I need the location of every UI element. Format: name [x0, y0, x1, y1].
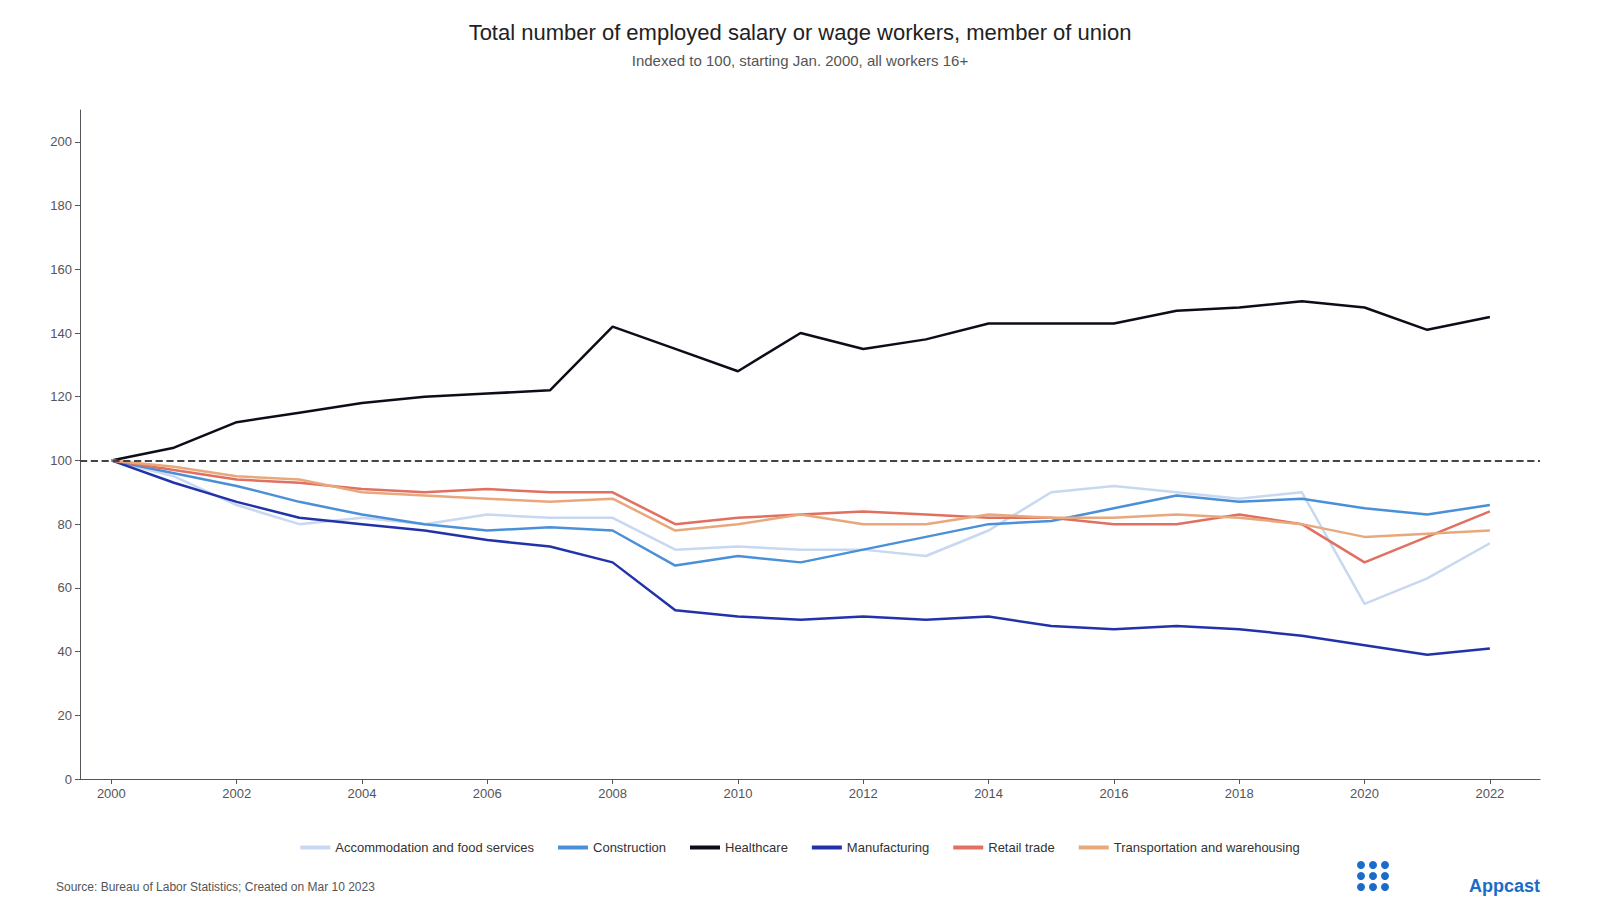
svg-text:Manufacturing: Manufacturing [847, 840, 929, 855]
svg-text:Retail trade: Retail trade [988, 840, 1054, 855]
svg-text:Total number of employed salar: Total number of employed salary or wage … [469, 20, 1132, 45]
svg-text:2022: 2022 [1475, 786, 1504, 801]
svg-text:200: 200 [50, 134, 72, 149]
svg-text:Healthcare: Healthcare [725, 840, 788, 855]
svg-text:Source: Bureau of Labor Statis: Source: Bureau of Labor Statistics; Crea… [56, 880, 375, 894]
svg-text:2002: 2002 [222, 786, 251, 801]
svg-text:2016: 2016 [1099, 786, 1128, 801]
svg-text:Transportation and warehousing: Transportation and warehousing [1114, 840, 1300, 855]
svg-text:60: 60 [58, 580, 72, 595]
svg-text:2012: 2012 [849, 786, 878, 801]
svg-text:40: 40 [58, 644, 72, 659]
svg-text:Construction: Construction [593, 840, 666, 855]
svg-text:2010: 2010 [723, 786, 752, 801]
svg-text:2018: 2018 [1225, 786, 1254, 801]
svg-text:2020: 2020 [1350, 786, 1379, 801]
svg-text:2014: 2014 [974, 786, 1003, 801]
svg-text:0: 0 [65, 772, 72, 787]
svg-text:Appcast: Appcast [1469, 876, 1540, 896]
svg-text:2004: 2004 [348, 786, 377, 801]
svg-text:2008: 2008 [598, 786, 627, 801]
svg-text:20: 20 [58, 708, 72, 723]
svg-text:2000: 2000 [97, 786, 126, 801]
svg-text:80: 80 [58, 517, 72, 532]
svg-text:180: 180 [50, 198, 72, 213]
svg-text:120: 120 [50, 389, 72, 404]
svg-text:140: 140 [50, 326, 72, 341]
svg-text:Accommodation and food service: Accommodation and food services [335, 840, 534, 855]
svg-text:2006: 2006 [473, 786, 502, 801]
svg-text:100: 100 [50, 453, 72, 468]
svg-text:160: 160 [50, 262, 72, 277]
svg-text:Indexed to 100, starting Jan.: Indexed to 100, starting Jan. 2000, all … [632, 52, 969, 69]
